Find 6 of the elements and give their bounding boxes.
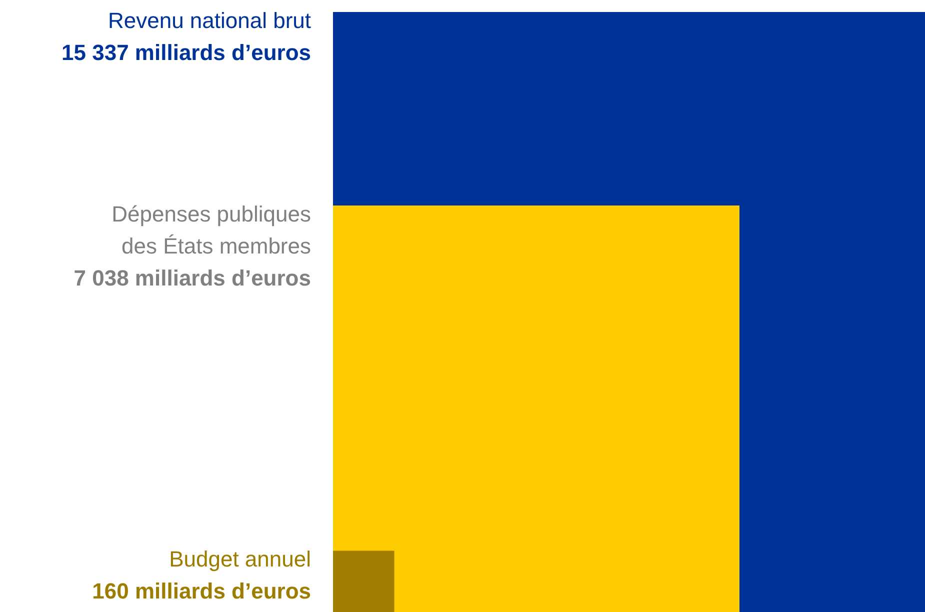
category-label: Revenu national brut [108,8,311,33]
category-label: Budget annuel [169,546,311,572]
data-label: 15 337 milliards d’euros [62,40,311,65]
data-label: 160 milliards d’euros [92,578,311,604]
category-label: Dépenses publiques des États membres [112,202,311,259]
data-label: 7 038 milliards d’euros [74,266,311,291]
